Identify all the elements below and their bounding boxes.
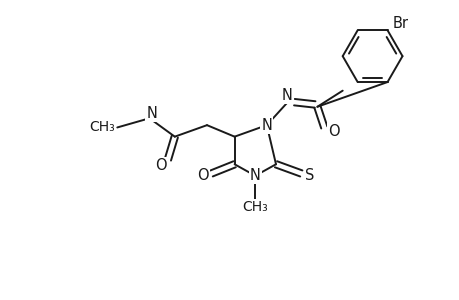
Text: O: O [155,158,167,173]
Text: N: N [281,88,292,103]
Text: Br: Br [392,16,408,31]
Text: S: S [304,168,313,183]
Text: N: N [249,168,260,183]
Text: O: O [328,124,340,139]
Text: CH₃: CH₃ [89,121,115,134]
Text: CH₃: CH₃ [242,200,268,214]
Text: N: N [146,106,157,121]
Text: O: O [197,168,209,183]
Text: N: N [261,118,272,133]
